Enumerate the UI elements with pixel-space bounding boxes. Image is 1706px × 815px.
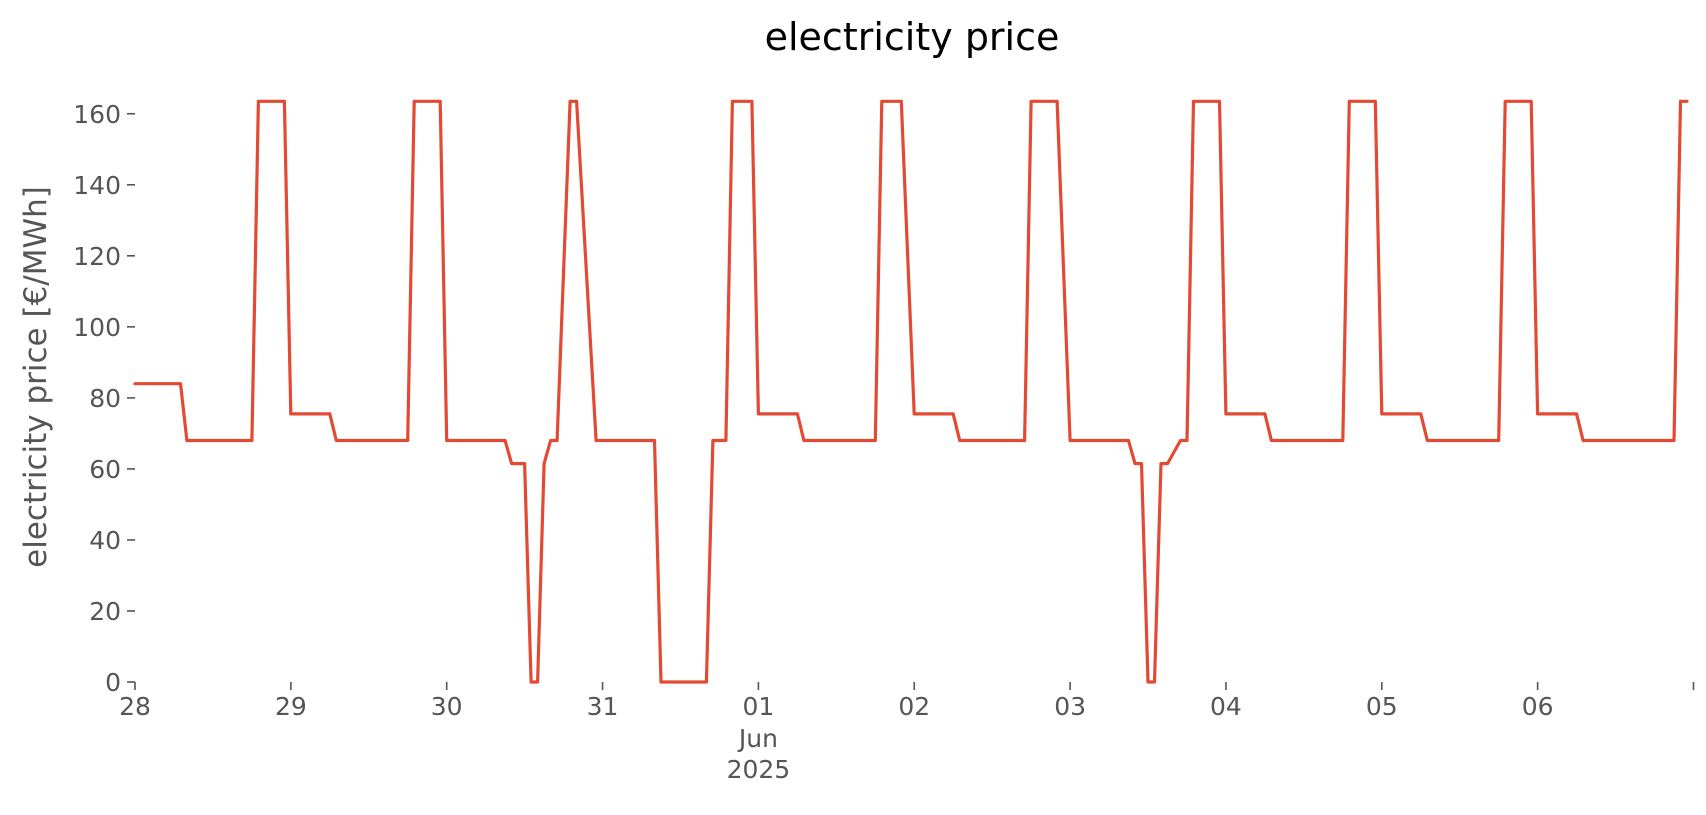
x-tick-sublabel: Jun: [737, 724, 778, 753]
x-tick-label: 30: [431, 692, 463, 721]
y-tick-label: 20: [89, 597, 121, 626]
y-axis: 0 20 40 60 80 100 120 140 160: [73, 100, 135, 697]
plot-area: [133, 99, 1689, 684]
y-tick-label: 40: [89, 526, 121, 555]
y-axis-label: electricity price [€/MWh]: [18, 186, 54, 568]
y-tick-label: 140: [73, 171, 121, 200]
y-tick-label: 60: [89, 455, 121, 484]
x-tick-label: 02: [898, 692, 930, 721]
x-tick-label: 29: [275, 692, 307, 721]
chart-title: electricity price: [765, 15, 1060, 59]
x-tick-label: 28: [119, 692, 151, 721]
x-tick-label: 05: [1366, 692, 1398, 721]
y-tick-label: 120: [73, 242, 121, 271]
y-tick-label: 160: [73, 100, 121, 129]
x-tick-sublabel: 2025: [727, 755, 791, 784]
y-tick-label: 0: [105, 668, 121, 697]
x-tick-label: 04: [1210, 692, 1242, 721]
price-series-line: [133, 99, 1689, 684]
y-tick-label: 80: [89, 384, 121, 413]
x-tick-label: 03: [1054, 692, 1086, 721]
y-tick-label: 100: [73, 313, 121, 342]
x-tick-label: 01: [742, 692, 774, 721]
x-tick-label: 31: [587, 692, 619, 721]
x-tick-label: 06: [1522, 692, 1554, 721]
